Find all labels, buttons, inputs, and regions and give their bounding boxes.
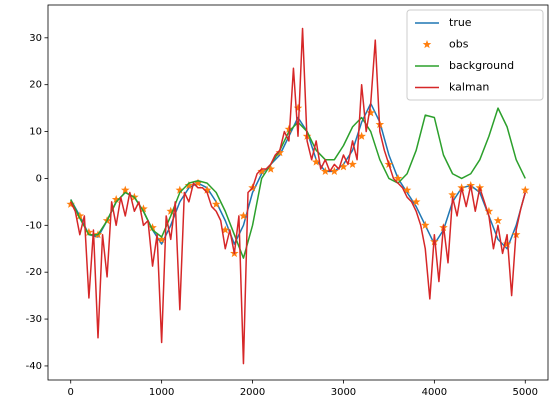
legend-label: background	[449, 59, 514, 72]
obs-marker	[348, 159, 357, 169]
x-tick-label: 4000	[422, 387, 447, 398]
obs-marker	[157, 234, 166, 244]
legend-label: obs	[449, 38, 469, 51]
obs-marker	[284, 124, 294, 133]
obs-marker	[66, 199, 76, 208]
obs-marker	[420, 220, 430, 229]
obs-marker	[393, 173, 403, 183]
obs-marker	[202, 185, 212, 194]
obs-marker	[111, 195, 121, 204]
obs-marker	[220, 225, 230, 234]
x-tick-label: 5000	[513, 387, 538, 398]
obs-marker	[311, 157, 321, 166]
obs-marker	[175, 185, 185, 194]
y-tick-label: -40	[26, 361, 42, 372]
obs-marker	[120, 185, 130, 194]
obs-marker	[330, 166, 339, 176]
obs-marker	[239, 211, 248, 220]
obs-marker	[266, 164, 276, 173]
x-tick-label: 3000	[331, 387, 356, 398]
y-tick-label: -10	[26, 220, 42, 231]
legend-label: kalman	[449, 81, 489, 94]
obs-marker	[184, 180, 194, 190]
obs-marker	[411, 197, 421, 206]
obs-marker	[193, 178, 203, 187]
y-tick-label: 10	[29, 127, 42, 138]
x-tick-label: 0	[68, 387, 74, 398]
obs-marker	[366, 108, 376, 117]
obs-marker	[357, 131, 366, 140]
y-tick-label: 30	[29, 33, 42, 44]
axes-frame	[47, 4, 549, 381]
obs-marker	[402, 185, 412, 194]
obs-marker	[293, 103, 303, 112]
obs-marker	[84, 227, 94, 236]
obs-marker	[257, 166, 266, 176]
x-tick-label: 1000	[149, 387, 174, 398]
y-tick-label: -30	[26, 314, 42, 325]
y-tick-label: 0	[36, 173, 42, 184]
obs-marker	[75, 211, 85, 220]
y-tick-label: -20	[26, 267, 42, 278]
y-tick-label: 20	[29, 80, 42, 91]
obs-marker	[166, 206, 176, 215]
obs-marker	[320, 166, 330, 176]
obs-marker	[520, 185, 530, 194]
obs-marker	[275, 148, 285, 157]
obs-marker	[339, 162, 348, 171]
obs-marker	[484, 206, 494, 215]
obs-marker	[211, 199, 221, 208]
x-tick-label: 2000	[240, 387, 265, 398]
obs-marker	[448, 190, 457, 199]
obs-marker	[148, 223, 157, 232]
legend-marker	[422, 40, 432, 49]
legend-label: true	[449, 16, 472, 29]
legend-box	[406, 9, 544, 101]
obs-marker	[139, 204, 148, 213]
series-line	[70, 27, 526, 365]
obs-marker	[493, 216, 503, 225]
